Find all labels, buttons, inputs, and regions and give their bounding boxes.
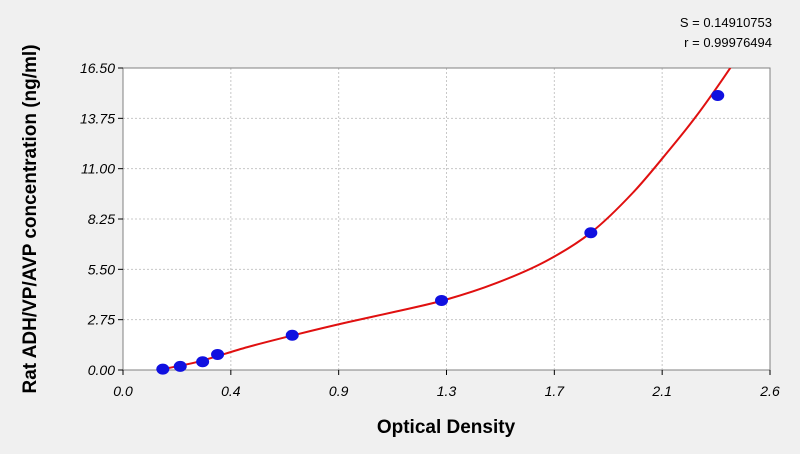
y-tick-label: 0.00 [88,362,115,378]
y-tick-label: 2.75 [87,312,115,328]
data-point [435,294,449,306]
fit-curve-layer [157,68,732,370]
data-point [285,329,299,341]
x-tick-label: 2.6 [759,383,780,399]
data-point [173,360,187,372]
y-axis-title: Rat ADH/VP/AVP concentration (ng/ml) [20,44,41,393]
plot-area [123,68,770,370]
fit-curve [157,68,732,370]
x-axis-title: Optical Density [377,417,516,438]
x-tick-label: 1.7 [545,383,566,399]
y-tick-label: 8.25 [88,211,115,227]
axes: 0.0 0.4 0.9 1.3 1.7 2.1 2.6 0.00 2.75 5.50 8.25 11.… [80,60,780,399]
data-point [711,89,725,101]
data-point [211,348,225,360]
x-tick-label: 0.4 [221,383,241,399]
x-tick-label: 0.0 [113,383,133,399]
y-tick-label: 11.00 [81,161,115,177]
y-tick-label: 16.50 [80,60,115,76]
x-tick-label: 1.3 [437,383,457,399]
x-tick-label: 2.1 [651,383,671,399]
stat-r-value: r = 0.99976494 [684,35,772,50]
data-point [196,356,210,368]
y-tick-label: 5.50 [88,261,115,277]
data-points-layer [156,89,725,375]
data-point [584,227,598,239]
x-tick-label: 0.9 [329,383,349,399]
data-point [156,363,170,375]
y-tick-label: 13.75 [80,110,115,126]
stat-s-value: S = 0.14910753 [680,15,772,30]
